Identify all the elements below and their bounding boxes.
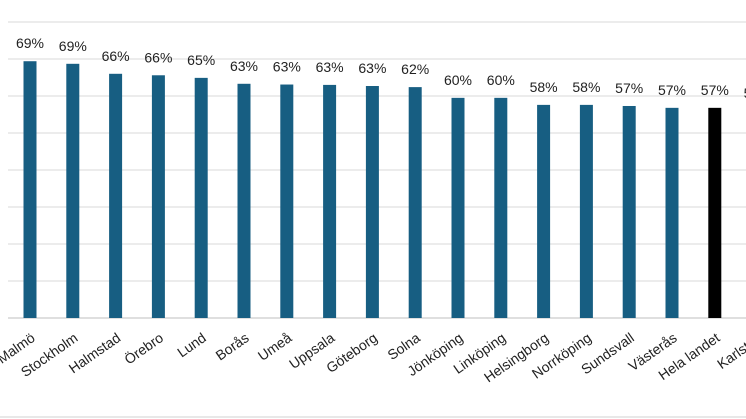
value-label: 57% <box>701 82 729 98</box>
bar <box>665 107 679 318</box>
value-label: 69% <box>59 38 87 54</box>
value-label: 63% <box>358 60 386 76</box>
x-tick-label: Borås <box>213 329 252 363</box>
value-label: 57% <box>658 82 686 98</box>
bar <box>323 84 337 319</box>
value-label: 66% <box>102 48 130 64</box>
bar <box>494 97 508 318</box>
bar <box>537 104 551 318</box>
value-label: 63% <box>273 59 301 75</box>
value-label: 58% <box>530 79 558 95</box>
bar <box>194 77 208 319</box>
bar <box>280 84 294 318</box>
bar <box>151 75 165 318</box>
value-label: 58% <box>572 79 600 95</box>
value-label: 60% <box>444 72 472 88</box>
bar <box>66 63 80 319</box>
x-tick-label: Karlstad <box>714 329 746 372</box>
x-tick-label: Lund <box>174 329 209 360</box>
value-label: 62% <box>401 61 429 77</box>
value-label: 69% <box>16 35 44 51</box>
bar <box>451 97 465 318</box>
bar <box>708 107 722 318</box>
value-label: 63% <box>230 58 258 74</box>
value-label: 65% <box>187 52 215 68</box>
bar <box>237 83 251 318</box>
bar <box>579 104 593 318</box>
bar <box>23 61 37 318</box>
bar <box>365 86 379 318</box>
value-label: 63% <box>316 59 344 75</box>
bar <box>109 73 123 318</box>
x-tick-label: Örebro <box>121 328 167 367</box>
value-label: 66% <box>144 49 172 65</box>
value-label: 56% <box>744 85 746 101</box>
bar <box>622 105 636 319</box>
value-label: 60% <box>487 72 515 88</box>
bar <box>408 87 422 319</box>
value-label: 57% <box>615 80 643 96</box>
